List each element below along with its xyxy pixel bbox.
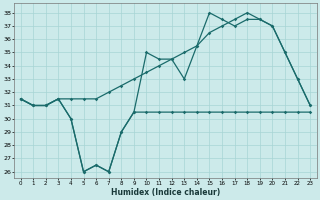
X-axis label: Humidex (Indice chaleur): Humidex (Indice chaleur)	[111, 188, 220, 197]
